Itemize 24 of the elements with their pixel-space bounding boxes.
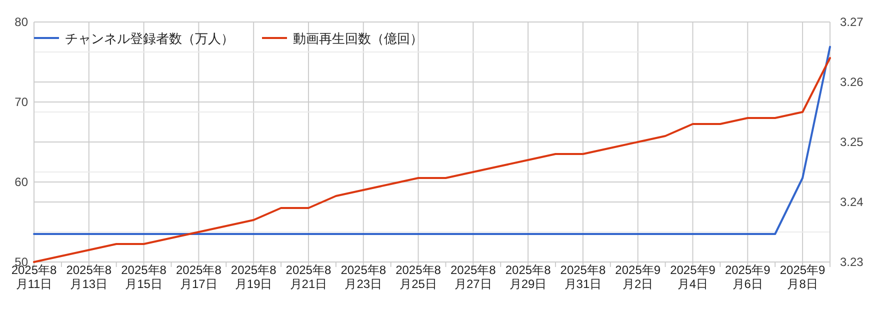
y-tick-label: 80 <box>14 15 28 29</box>
x-tick-label: 2025年9月2日 <box>614 263 662 291</box>
x-tick-label: 2025年8月31日 <box>559 263 607 291</box>
y2-tick-label: 3.26 <box>840 75 864 89</box>
y2-tick-label: 3.27 <box>840 15 864 29</box>
y-tick-label: 60 <box>14 175 28 189</box>
legend-label: チャンネル登録者数（万人） <box>65 31 234 46</box>
y2-tick-label: 3.24 <box>840 195 864 209</box>
x-tick-label: 2025年8月17日 <box>175 263 222 291</box>
x-tick-label: 2025年8月13日 <box>65 263 113 291</box>
x-tick-label: 2025年8月23日 <box>340 263 388 291</box>
y2-tick-label: 3.23 <box>840 255 864 269</box>
x-tick-label: 2025年8月15日 <box>120 263 168 291</box>
x-tick-label: 2025年9月8日 <box>778 263 826 291</box>
legend-label: 動画再生回数（億回） <box>293 31 423 46</box>
x-tick-label: 2025年8月21日 <box>284 263 332 291</box>
x-tick-label: 2025年9月4日 <box>669 263 716 291</box>
x-tick-label: 2025年8月19日 <box>230 263 278 291</box>
y2-tick-label: 3.25 <box>840 135 864 149</box>
x-tick-label: 2025年9月6日 <box>724 263 772 291</box>
x-tick-label: 2025年8月27日 <box>449 263 497 291</box>
x-tick-label: 2025年8月25日 <box>394 263 442 291</box>
y-tick-label: 70 <box>14 95 28 109</box>
x-tick-label: 2025年8月29日 <box>504 263 552 291</box>
